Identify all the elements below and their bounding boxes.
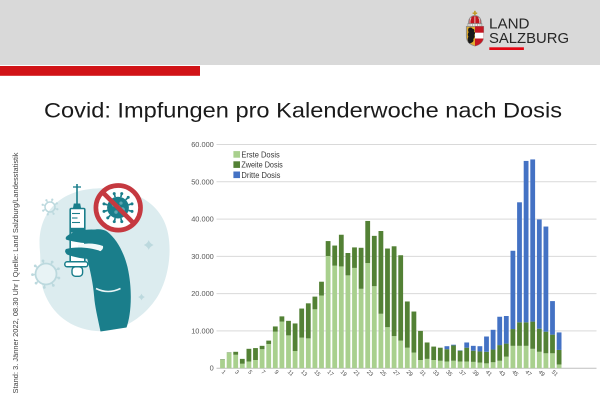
svg-text:7: 7 [259,369,265,375]
svg-text:25: 25 [378,369,387,378]
svg-text:19: 19 [339,369,348,378]
svg-text:1: 1 [220,369,226,375]
svg-text:50.000: 50.000 [191,177,214,186]
svg-text:Dritte Dosis: Dritte Dosis [241,170,280,180]
svg-text:Erste Dosis: Erste Dosis [241,150,279,160]
svg-text:27: 27 [391,369,400,378]
svg-text:13: 13 [299,369,308,378]
svg-text:17: 17 [325,369,334,378]
svg-text:43: 43 [497,369,506,378]
svg-text:3: 3 [233,369,239,375]
svg-text:49: 49 [537,369,546,378]
svg-text:29: 29 [405,369,414,378]
svg-text:10.000: 10.000 [191,326,214,335]
svg-text:SALZBURG: SALZBURG [489,31,569,47]
svg-text:Covid: Impfungen pro Kalenderw: Covid: Impfungen pro Kalenderwoche nach … [44,98,562,123]
svg-text:51: 51 [550,369,559,378]
svg-text:33: 33 [431,369,440,378]
svg-text:40.000: 40.000 [191,215,214,224]
svg-text:LAND: LAND [489,17,530,33]
svg-text:0: 0 [210,364,214,373]
svg-text:Stand: 3. Jänner 2022, 08.30: Stand: 3. Jänner 2022, 08.30 Uhr | Quell… [13,152,20,394]
svg-text:23: 23 [365,369,374,378]
svg-text:47: 47 [523,369,532,378]
svg-text:9: 9 [273,369,279,375]
svg-text:21: 21 [352,369,361,378]
svg-text:37: 37 [457,369,466,378]
svg-text:15: 15 [312,369,321,378]
svg-text:20.000: 20.000 [191,289,214,298]
svg-text:11: 11 [286,369,294,377]
svg-text:30.000: 30.000 [191,252,214,261]
svg-text:45: 45 [510,369,519,378]
svg-text:35: 35 [444,369,453,378]
svg-text:41: 41 [484,369,493,378]
svg-text:39: 39 [471,369,480,378]
svg-text:5: 5 [246,369,252,375]
svg-text:31: 31 [418,369,427,378]
svg-text:60.000: 60.000 [191,140,214,149]
svg-text:Zweite Dosis: Zweite Dosis [241,160,282,170]
